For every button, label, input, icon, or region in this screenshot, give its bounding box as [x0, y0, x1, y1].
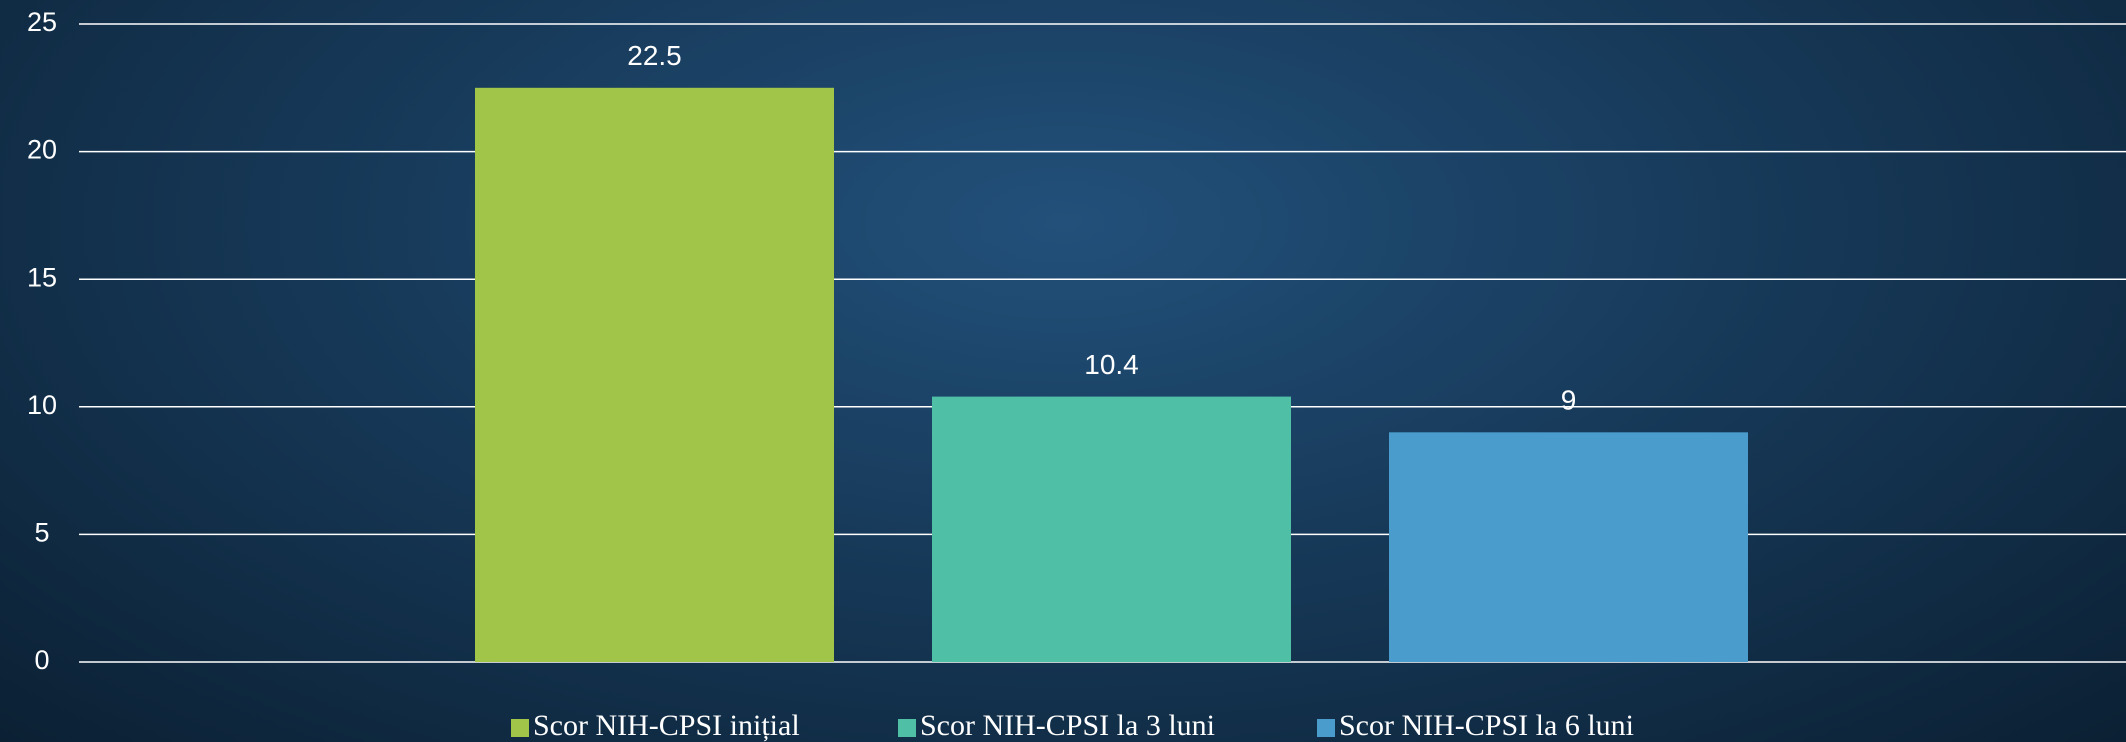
- bar: [475, 87, 834, 663]
- data-label: 22.5: [627, 40, 682, 71]
- data-label: 9: [1561, 385, 1577, 416]
- y-tick-label: 25: [27, 7, 57, 37]
- bar: [932, 396, 1291, 662]
- y-tick-label: 15: [27, 262, 57, 292]
- legend-label: Scor NIH-CPSI la 3 luni: [920, 709, 1215, 742]
- y-tick-label: 20: [27, 135, 57, 165]
- y-tick-label: 5: [34, 518, 49, 548]
- legend-label: Scor NIH-CPSI inițial: [533, 709, 800, 742]
- legend-swatch: [511, 719, 529, 737]
- legend-swatch: [898, 719, 916, 737]
- data-label: 10.4: [1084, 349, 1139, 380]
- y-tick-label: 10: [27, 390, 57, 420]
- y-tick-label: 0: [34, 645, 49, 675]
- legend-label: Scor NIH-CPSI la 6 luni: [1339, 709, 1634, 742]
- bar: [1389, 432, 1748, 662]
- legend-swatch: [1317, 719, 1335, 737]
